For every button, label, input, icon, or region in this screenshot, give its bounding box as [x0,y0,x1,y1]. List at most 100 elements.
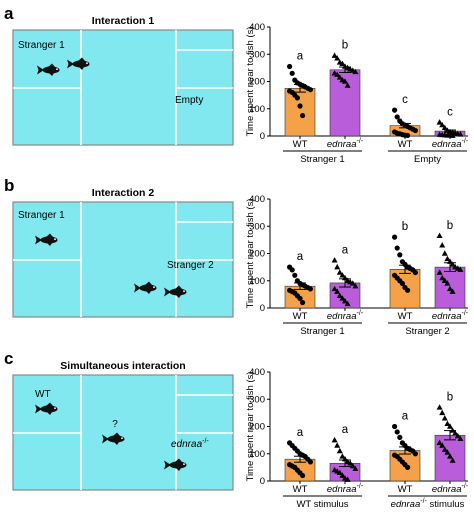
group-label-suffix: stimulus [427,499,465,510]
data-point [344,82,351,88]
significance-letter: b [342,40,348,52]
y-tick-label: 200 [249,77,265,88]
data-point [436,404,443,410]
bar-group: a WT [284,427,316,495]
data-point [300,472,306,479]
data-point [392,107,398,113]
y-tick-label: 400 [249,367,265,378]
bar-group: a WT [389,411,421,495]
data-point [344,300,351,307]
data-point [441,446,448,452]
arena-label-0: WT [35,389,51,400]
data-point [397,434,403,440]
x-category-label-sup: -/- [356,138,363,145]
x-category-label: WT [398,139,413,150]
fish-icon-dorsal-fin [46,402,53,406]
arena-title: Interaction 1 [92,15,155,27]
data-point [394,429,400,435]
data-point [339,60,346,66]
data-point [336,74,343,80]
data-point [307,459,313,465]
x-category-label: WT [398,484,413,495]
chart-c: Time spent near to fish (s) 0 100 200 300 400… [245,367,469,510]
arena-label-0-text: Stranger 1 [18,210,65,221]
significance-letter: a [297,51,304,63]
fish-icon-tail [164,287,171,297]
fish-icon [164,285,187,298]
y-tick-label: 0 [260,476,265,487]
bar-group: a ednraa-/- [327,244,364,322]
fish-icon-eye [121,437,123,440]
arena-title: Simultaneous interaction [60,360,185,372]
data-point [405,287,411,293]
bar-group: b ednraa-/- [432,220,469,322]
data-point [447,453,453,459]
bar-group: b ednraa-/- [432,391,469,495]
data-point [441,415,448,421]
group-label-text: WT stimulus [296,499,348,510]
data-point [439,442,446,448]
x-category-label-text: ednraa [327,139,357,150]
group-label-sup: -/- [420,498,427,505]
arena-label-1-text: Empty [175,95,203,106]
data-point [436,269,443,275]
fish-icon-body [72,60,90,68]
data-point [342,297,348,304]
arena-label-1: Stranger 2 [167,260,214,271]
bar-group: a WT [284,251,316,322]
data-point [331,285,338,292]
data-point [392,234,398,240]
bar-group: b WT [389,221,421,322]
x-category-label-text: ednraa [432,139,462,150]
group-label: Stranger 2 [405,326,449,337]
data-point [454,432,461,439]
data-point [439,242,446,248]
fish-icon [35,233,58,246]
fish-icon [35,402,58,415]
x-category-label: ednraa-/- [432,483,469,495]
data-point [307,87,313,93]
data-point [436,439,443,446]
data-point [294,95,300,101]
fish-icon-eye [183,290,185,293]
fish-icon [37,63,60,76]
fish-icon-eye [153,286,155,289]
data-point [412,127,418,134]
fish-icon-dorsal-fin [113,432,120,436]
data-point [399,280,405,287]
data-point [394,114,400,120]
group-label-text: Empty [414,154,441,165]
group-label-text: Stranger 1 [300,326,344,337]
fish-icon-eye [56,68,58,71]
data-point [336,469,343,476]
x-category-label-sup: -/- [356,310,363,317]
data-point [349,462,356,469]
bar [284,88,316,137]
y-tick-label: 300 [249,221,265,232]
arena-label-1: ? [112,419,118,430]
data-point [339,472,346,478]
data-point [289,70,295,76]
x-category-label-text: WT [293,484,308,495]
x-category-label: WT [398,311,413,322]
data-point [289,267,295,273]
fish-icon-dorsal-fin [78,57,85,61]
data-point [447,258,453,264]
data-point [452,430,459,436]
y-tick-label: 100 [249,276,265,287]
fish-icon-body [42,66,60,74]
data-point [457,266,464,273]
arena-label-1: Empty [175,95,203,106]
data-point [352,283,359,289]
fish-icon-pelvic-fin [146,291,151,294]
y-axis-label: Time spent near to fish (s) [245,27,256,137]
data-point [441,250,448,256]
x-category-label: ednraa-/- [432,310,469,322]
data-point [334,71,341,77]
x-category-label: WT [293,311,308,322]
data-point [439,274,446,281]
fish-icon-dorsal-fin [48,63,55,67]
data-point [449,288,456,294]
significance-letter: a [342,424,349,436]
significance-letter: c [447,106,453,118]
